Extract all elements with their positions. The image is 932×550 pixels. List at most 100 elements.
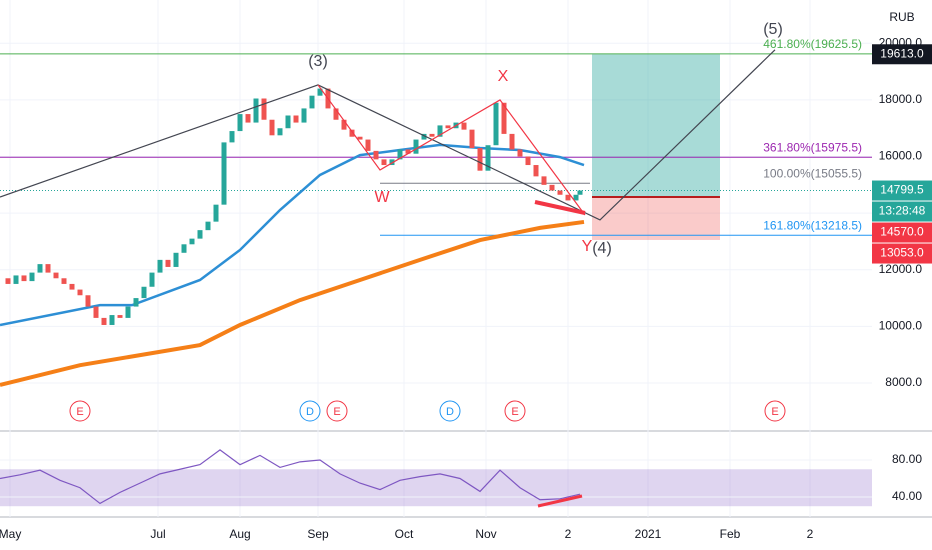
candle bbox=[69, 283, 75, 290]
candle bbox=[133, 298, 139, 307]
event-label: E bbox=[511, 406, 518, 418]
candle bbox=[37, 264, 43, 273]
event-marker bbox=[326, 400, 348, 422]
ma-50 bbox=[0, 143, 585, 327]
event-label: D bbox=[446, 406, 454, 418]
rsi-band bbox=[0, 469, 872, 507]
candle bbox=[405, 149, 411, 154]
event-marker bbox=[299, 400, 321, 422]
candle bbox=[157, 259, 163, 273]
candle bbox=[429, 133, 435, 137]
x-tick-label: Oct bbox=[395, 527, 414, 541]
candle bbox=[149, 272, 155, 287]
candle bbox=[213, 204, 219, 222]
candle bbox=[221, 142, 227, 205]
candle bbox=[301, 108, 307, 123]
candle bbox=[53, 272, 59, 279]
candle bbox=[341, 119, 347, 130]
wave-label: X bbox=[498, 68, 509, 85]
fib-label: 361.80%(15975.5) bbox=[763, 140, 862, 154]
candle bbox=[13, 275, 19, 284]
x-tick-label: Sep bbox=[307, 527, 329, 541]
fib-label: 461.80%(19625.5) bbox=[763, 37, 862, 51]
candle bbox=[29, 272, 35, 282]
price-tag bbox=[872, 180, 932, 201]
candle bbox=[357, 136, 363, 140]
x-tick-label: May bbox=[0, 527, 21, 541]
candle bbox=[437, 125, 443, 137]
price-tag bbox=[872, 201, 932, 222]
target-zone bbox=[592, 54, 720, 198]
correction-line bbox=[317, 84, 586, 216]
candle bbox=[557, 190, 563, 195]
event-label: E bbox=[771, 406, 778, 418]
candle bbox=[493, 102, 499, 146]
price-tag bbox=[872, 243, 932, 264]
candle bbox=[381, 159, 387, 166]
fib-label: 100.00%(15055.5) bbox=[763, 166, 862, 180]
price-tag bbox=[872, 44, 932, 65]
event-marker bbox=[504, 400, 526, 422]
event-marker bbox=[69, 400, 91, 422]
candle bbox=[237, 114, 243, 132]
candle bbox=[109, 315, 115, 325]
candle bbox=[21, 275, 27, 282]
candle bbox=[93, 306, 99, 318]
candle bbox=[565, 194, 571, 201]
candle bbox=[61, 278, 67, 284]
candle bbox=[413, 139, 419, 154]
event-marker bbox=[439, 400, 461, 422]
candle bbox=[309, 95, 315, 109]
candle bbox=[5, 278, 11, 284]
event-label: E bbox=[333, 406, 340, 418]
rsi-tick-label: 40.00 bbox=[892, 489, 922, 503]
x-tick-label: 2 bbox=[807, 527, 814, 541]
event-label: E bbox=[76, 406, 83, 418]
candle bbox=[445, 125, 451, 129]
price-tag-label: 14570.0 bbox=[880, 225, 924, 239]
candle bbox=[397, 149, 403, 160]
candle bbox=[173, 252, 179, 267]
x-tick-label: 2 bbox=[565, 527, 572, 541]
currency: RUB bbox=[889, 10, 914, 24]
x-tick-label: Feb bbox=[720, 527, 741, 541]
candle bbox=[365, 139, 371, 151]
candle bbox=[125, 306, 131, 318]
candle bbox=[421, 133, 427, 140]
candle bbox=[181, 244, 187, 253]
candle bbox=[229, 131, 235, 143]
candle bbox=[477, 148, 483, 171]
candle bbox=[509, 133, 515, 150]
x-tick-label: Aug bbox=[229, 527, 250, 541]
wave-line bbox=[0, 49, 776, 221]
x-tick-label: 2021 bbox=[635, 527, 662, 541]
candle bbox=[549, 184, 555, 191]
candle bbox=[285, 115, 291, 129]
divergence-line bbox=[534, 200, 586, 215]
rsi-divergence-line bbox=[537, 494, 583, 508]
candle bbox=[165, 259, 171, 267]
candle bbox=[389, 159, 395, 166]
candle bbox=[261, 98, 267, 120]
candle bbox=[141, 286, 147, 299]
candle bbox=[117, 315, 123, 318]
rsi-line bbox=[0, 449, 581, 505]
candle bbox=[189, 238, 195, 245]
candle bbox=[501, 102, 507, 134]
y-tick-label: 16000.0 bbox=[879, 149, 923, 163]
x-tick-label: Jul bbox=[150, 527, 165, 541]
candle bbox=[77, 289, 83, 296]
price-tag-label: 13:28:48 bbox=[879, 204, 926, 218]
candle bbox=[101, 317, 107, 325]
candle bbox=[373, 150, 379, 160]
wave-label: (5) bbox=[763, 21, 783, 38]
wave-label: (4) bbox=[592, 240, 612, 257]
candle bbox=[333, 108, 339, 120]
candle bbox=[541, 176, 547, 185]
candle bbox=[461, 122, 467, 130]
candle bbox=[525, 156, 531, 166]
candle bbox=[349, 129, 355, 137]
event-marker bbox=[764, 400, 786, 422]
candle bbox=[45, 264, 51, 273]
